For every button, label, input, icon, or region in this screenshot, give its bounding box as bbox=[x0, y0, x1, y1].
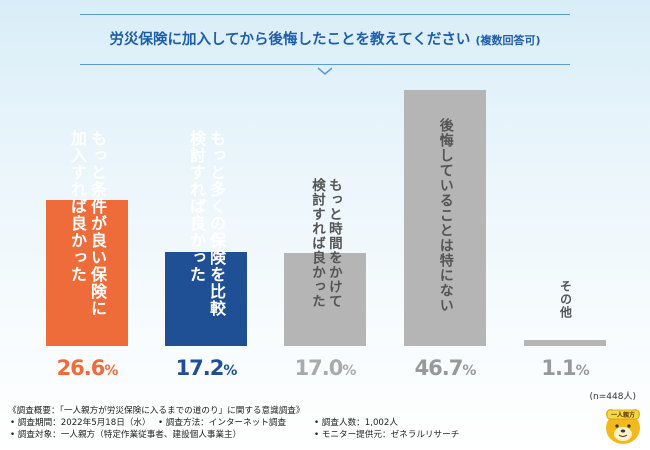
title-rule-top bbox=[80, 14, 570, 15]
value-number: 26.6 bbox=[56, 356, 106, 380]
bar-2 bbox=[165, 251, 247, 346]
value-label-2: 17.2% bbox=[156, 356, 256, 380]
title-box: 労災保険に加入してから後悔したことを教えてください (複数回答可) bbox=[80, 14, 570, 66]
value-unit: % bbox=[223, 363, 237, 379]
value-number: 46.7 bbox=[414, 356, 464, 380]
bar-label-line: もっと多くの保険を比較 bbox=[207, 130, 226, 317]
survey-heading: 《調査概要：「一人親方が労災保険に入るまでの道のり」に関する意識調査》 bbox=[8, 406, 305, 416]
bar-label-2: もっと多くの保険を比較 検討すれば良かった bbox=[186, 130, 226, 317]
survey-count: • 調査人数：1,002人 bbox=[314, 418, 398, 428]
survey-provider: • モニター提供元：ゼネラルリサーチ bbox=[314, 430, 460, 440]
value-unit: % bbox=[575, 363, 590, 379]
bar-label-1: もっと条件が良い保険に 加入すれば良かった bbox=[67, 130, 107, 317]
mascot-logo: 一人親方 bbox=[606, 409, 640, 444]
value-number: 1.1 bbox=[541, 356, 576, 380]
logo-text: 一人親方 bbox=[611, 411, 635, 419]
value-unit: % bbox=[462, 363, 476, 379]
sample-size-note: (n=448人) bbox=[589, 392, 636, 402]
bar-label-line: その他 bbox=[558, 280, 573, 319]
title-rule-bottom bbox=[80, 64, 570, 65]
bar-1 bbox=[46, 200, 128, 346]
bar-5 bbox=[524, 339, 606, 346]
bar-4 bbox=[404, 90, 486, 346]
value-label-3: 17.0% bbox=[275, 356, 375, 380]
survey-method: • 調査方法：インターネット調査 bbox=[158, 418, 287, 428]
survey-target: • 調査対象：一人親方（特定作業従事者、建設個人事業主） bbox=[10, 430, 242, 440]
bar-label-line: もっと時間をかけて bbox=[325, 178, 342, 309]
value-number: 17.0 bbox=[294, 356, 344, 380]
survey-period: • 調査期間：2022年5月18日（水） bbox=[10, 418, 151, 428]
bar-3 bbox=[284, 252, 366, 346]
bar-label-line: 検討すれば良かった bbox=[309, 178, 325, 309]
value-label-4: 46.7% bbox=[395, 356, 495, 380]
chevron-down-icon bbox=[317, 67, 333, 75]
chart-title-text: 労災保険に加入してから後悔したことを教えてください bbox=[109, 32, 471, 48]
bar-label-4: 後悔していることは特にない bbox=[436, 118, 454, 313]
value-unit: % bbox=[342, 363, 356, 379]
value-label-5: 1.1% bbox=[515, 356, 615, 380]
value-label-1: 26.6% bbox=[37, 356, 137, 380]
value-number: 17.2 bbox=[175, 356, 225, 380]
bar-label-line: 検討すれば良かった bbox=[187, 130, 206, 283]
bar-label-5: その他 bbox=[558, 280, 573, 319]
chart-title: 労災保険に加入してから後悔したことを教えてください (複数回答可) bbox=[80, 28, 570, 49]
bar-label-line: 加入すれば良かった bbox=[68, 130, 87, 283]
chart-title-note: (複数回答可) bbox=[475, 34, 541, 47]
bar-label-line: 後悔していることは特にない bbox=[437, 118, 454, 313]
value-unit: % bbox=[104, 363, 118, 379]
bar-label-3: もっと時間をかけて 検討すれば良かった bbox=[308, 178, 342, 309]
bar-label-line: もっと条件が良い保険に bbox=[88, 130, 107, 317]
